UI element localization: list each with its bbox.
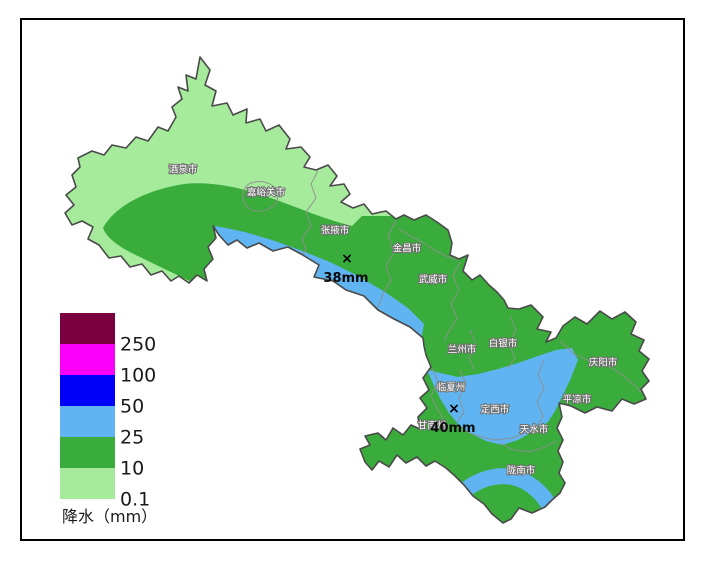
region-label-jiayuguan: 嘉峪关市 [247,187,286,199]
region-label-qingyang: 庆阳市 [589,357,618,369]
legend-value-50: 50 [120,396,144,418]
region-label-dingxi: 定西市 [481,404,510,416]
station-marker-value-2: 40mm [430,421,475,436]
legend-swatch-250 [60,313,115,344]
region-label-gannan: 甘南州 [418,420,447,432]
legend-swatch-25 [60,406,115,437]
precip-band-blue-25mm [214,226,578,445]
region-label-wuwei: 武威市 [419,274,448,286]
station-marker-value-1: 38mm [323,271,368,286]
legend-value-250: 250 [120,334,156,356]
station-marker-icon-1: × [341,251,353,267]
legend-swatch-100 [60,344,115,375]
region-label-pingliang: 平凉市 [563,394,592,406]
legend-swatch-50 [60,375,115,406]
province-outline [64,56,650,524]
legend-value-10: 10 [120,458,144,480]
region-label-baiyin: 白银市 [489,338,518,350]
legend-swatch-0.1 [60,468,115,499]
station-marker-icon-2: × [448,401,460,417]
legend-value-0.1: 0.1 [120,489,150,511]
legend-value-25: 25 [120,427,144,449]
legend-swatch-10 [60,437,115,468]
region-label-jinchang: 金昌市 [393,243,422,255]
legend: 250 100 50 25 10 0.1 降水（mm） [60,313,157,526]
city-boundaries [242,170,642,453]
region-label-longnan: 陇南市 [507,465,536,477]
precip-band-blue-longnan [450,468,558,516]
legend-value-100: 100 [120,365,156,387]
region-label-tianshui: 天水市 [520,424,549,436]
legend-title: 降水（mm） [62,507,157,526]
region-label-jiuquan: 酒泉市 [169,164,198,176]
region-label-lanzhou: 兰州市 [448,344,477,356]
region-label-linxia: 临夏州 [437,382,466,394]
region-label-zhangye: 张掖市 [321,225,350,237]
